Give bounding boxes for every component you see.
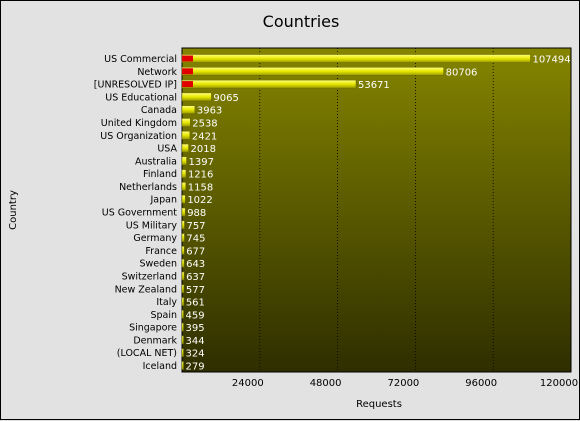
plot-area	[181, 47, 572, 373]
category-label: US Educational	[105, 92, 177, 103]
category-label: US Government	[102, 208, 178, 219]
chart-title: Countries	[263, 12, 340, 31]
category-label: New Zealand	[115, 284, 177, 295]
bar-value-label: 2018	[191, 144, 216, 155]
bar	[181, 310, 184, 319]
bar-value-label: 643	[186, 259, 205, 270]
bar	[181, 182, 187, 191]
category-label: Netherlands	[119, 182, 177, 193]
bar-value-label: 1158	[188, 182, 213, 193]
category-label: Network	[137, 67, 177, 78]
bar-value-label: 757	[186, 221, 205, 232]
category-label: Germany	[133, 233, 177, 244]
bar	[181, 335, 184, 345]
category-label: [UNRESOLVED IP]	[94, 80, 177, 91]
bar-value-label: 279	[186, 362, 205, 373]
bar	[181, 143, 189, 153]
bar-value-label: 561	[186, 298, 205, 309]
category-label: France	[145, 246, 177, 257]
bar	[181, 220, 185, 230]
bar-value-label: 637	[186, 272, 205, 283]
bar-value-label: 677	[186, 246, 205, 257]
bar	[181, 67, 444, 76]
category-label: Denmark	[133, 335, 177, 346]
bar	[181, 348, 184, 357]
bar-value-label: 3963	[197, 106, 222, 117]
category-label: US Organization	[100, 131, 177, 142]
bar-value-label: 745	[186, 234, 205, 245]
x-tick-label: 120000	[540, 378, 578, 389]
bar	[181, 297, 185, 306]
category-label: Sweden	[139, 259, 177, 270]
bar-value-label: 53671	[358, 80, 390, 91]
category-label: United Kingdom	[101, 118, 177, 129]
bar	[181, 131, 191, 140]
category-label: US Military	[126, 220, 178, 231]
bar-value-label: 2538	[192, 118, 217, 129]
category-label: (LOCAL NET)	[117, 348, 177, 359]
bar-value-label: 107494	[532, 55, 570, 66]
bar-marker	[182, 68, 193, 75]
bar-value-label: 9065	[213, 93, 238, 104]
bar	[181, 361, 184, 370]
bar	[181, 233, 185, 242]
bar-value-label: 2421	[192, 131, 217, 142]
bar-marker	[182, 81, 193, 88]
bar-value-label: 395	[186, 323, 205, 334]
bar	[181, 258, 185, 268]
bar-value-label: 344	[186, 336, 205, 347]
x-axis-label: Requests	[356, 399, 402, 410]
bar-value-label: 80706	[446, 67, 478, 78]
x-axis-ticks: 24000 48000 72000 96000 120000	[232, 378, 578, 389]
bar	[181, 271, 185, 281]
bar-marker	[182, 55, 193, 62]
category-label: Italy	[156, 297, 177, 308]
category-label: USA	[157, 144, 177, 155]
category-label: Spain	[150, 310, 177, 321]
category-label: Finland	[143, 169, 177, 180]
bar	[181, 79, 357, 89]
bar-value-label: 988	[187, 208, 206, 219]
x-tick-label: 48000	[310, 378, 342, 389]
category-label: Singapore	[129, 323, 177, 334]
bar	[181, 207, 186, 217]
bar-value-label: 1022	[187, 195, 212, 206]
category-label: Australia	[135, 156, 177, 167]
bar	[181, 169, 187, 178]
bar	[181, 322, 184, 332]
bar	[181, 246, 185, 255]
bar	[181, 284, 185, 293]
bar-value-label: 1216	[188, 170, 213, 181]
bar	[181, 156, 187, 166]
bar-value-label: 1397	[189, 157, 214, 168]
category-label: Japan	[150, 195, 178, 206]
bar	[181, 118, 191, 127]
y-axis-label: Country	[8, 190, 19, 230]
x-tick-label: 24000	[232, 378, 264, 389]
category-label: Switzerland	[122, 271, 177, 282]
x-tick-label: 72000	[387, 378, 419, 389]
category-label: US Commercial	[104, 54, 177, 65]
x-tick-label: 96000	[465, 378, 497, 389]
bar-value-label: 459	[186, 310, 205, 321]
bar-value-label: 324	[186, 349, 205, 360]
category-label: Iceland	[143, 361, 177, 372]
bar	[181, 194, 186, 204]
grid-lines	[259, 48, 494, 372]
bar-value-label: 577	[186, 285, 205, 296]
bar	[181, 105, 196, 114]
bar	[181, 54, 531, 63]
bar	[181, 92, 212, 102]
category-label: Canada	[141, 105, 177, 116]
category-labels: US Commercial Network [UNRESOLVED IP]US Ed…	[94, 54, 178, 372]
